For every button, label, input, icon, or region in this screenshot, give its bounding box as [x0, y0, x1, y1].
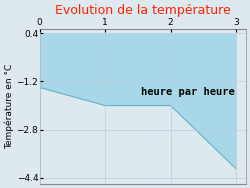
Text: heure par heure: heure par heure [141, 87, 235, 97]
Title: Evolution de la température: Evolution de la température [55, 4, 231, 17]
Y-axis label: Température en °C: Température en °C [4, 64, 14, 149]
